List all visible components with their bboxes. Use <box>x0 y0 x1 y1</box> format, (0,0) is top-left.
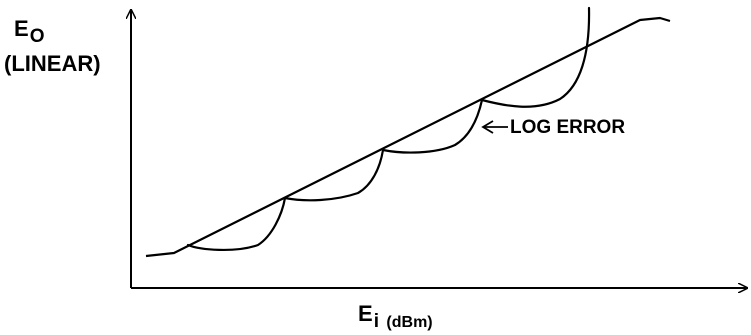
y-axis-symbol: E <box>14 16 29 41</box>
y-axis-unit: (LINEAR) <box>4 51 101 76</box>
x-axis-subscript: i <box>373 311 379 332</box>
x-axis-unit: (dBm) <box>386 314 433 331</box>
x-axis-symbol: E <box>358 301 373 326</box>
x-axis-label: Ei (dBm) <box>358 301 433 332</box>
log-approximation-curve <box>186 6 591 252</box>
y-axis-subscript: O <box>29 26 45 47</box>
log-error-arrowhead <box>481 120 494 134</box>
ideal-response-line <box>145 16 671 258</box>
log-error-label: LOG ERROR <box>510 117 626 138</box>
y-axis-label: EO <box>14 16 44 47</box>
